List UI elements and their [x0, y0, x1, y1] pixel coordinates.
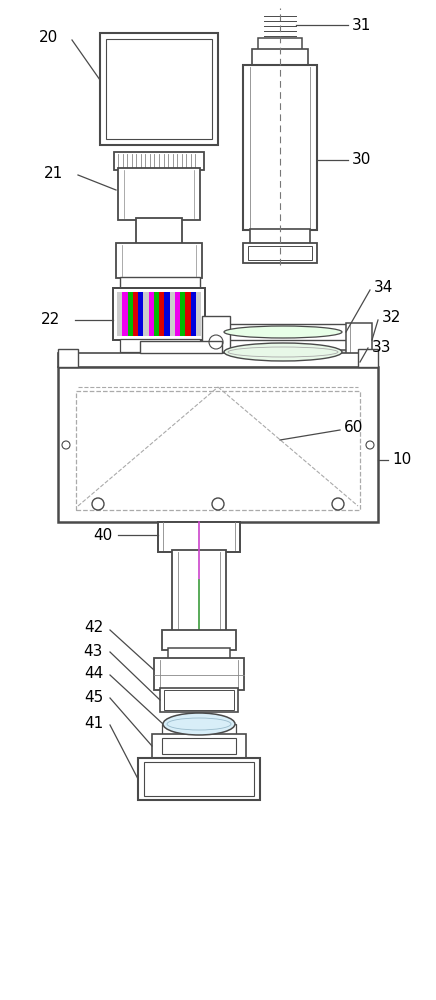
Bar: [154, 658, 244, 690]
Bar: [248, 246, 312, 260]
Bar: [159, 292, 164, 336]
Bar: [218, 324, 348, 340]
Ellipse shape: [224, 343, 342, 361]
Bar: [196, 292, 201, 336]
Bar: [136, 218, 182, 245]
Text: 20: 20: [39, 30, 58, 45]
Bar: [116, 243, 202, 278]
Bar: [143, 292, 149, 336]
Bar: [202, 316, 230, 352]
Text: 42: 42: [84, 620, 103, 636]
Text: 22: 22: [41, 312, 60, 328]
Bar: [120, 277, 200, 290]
Bar: [58, 349, 78, 367]
Ellipse shape: [224, 326, 342, 338]
Bar: [243, 243, 317, 263]
Text: 21: 21: [44, 166, 63, 182]
Bar: [175, 292, 180, 336]
Bar: [200, 350, 360, 368]
Bar: [180, 292, 185, 336]
Bar: [140, 341, 222, 353]
Bar: [162, 630, 236, 650]
Ellipse shape: [163, 713, 235, 735]
Bar: [138, 292, 143, 336]
Text: 43: 43: [84, 644, 103, 658]
Text: 41: 41: [84, 716, 103, 732]
Bar: [100, 33, 218, 145]
Bar: [185, 292, 191, 336]
Bar: [164, 690, 234, 710]
Bar: [191, 292, 196, 336]
Bar: [170, 292, 175, 336]
Bar: [120, 339, 200, 352]
Bar: [205, 353, 355, 365]
Bar: [346, 323, 372, 365]
Text: 32: 32: [382, 310, 402, 326]
Bar: [154, 292, 159, 336]
Text: 34: 34: [374, 280, 393, 296]
Bar: [172, 550, 226, 632]
Bar: [127, 292, 133, 336]
Text: 40: 40: [93, 528, 112, 542]
Bar: [58, 367, 378, 522]
Text: 33: 33: [372, 340, 392, 355]
Bar: [118, 168, 200, 220]
Bar: [76, 391, 360, 510]
Bar: [258, 38, 302, 50]
Bar: [114, 152, 204, 170]
Bar: [358, 349, 378, 367]
Text: 31: 31: [352, 17, 371, 32]
Bar: [58, 353, 378, 367]
Bar: [243, 65, 317, 230]
Bar: [113, 288, 205, 340]
Bar: [160, 688, 238, 712]
Text: 30: 30: [352, 152, 371, 167]
Bar: [158, 522, 240, 552]
Bar: [149, 292, 154, 336]
Text: 44: 44: [84, 666, 103, 682]
Bar: [162, 724, 236, 736]
Bar: [252, 49, 308, 65]
Text: 60: 60: [344, 420, 363, 436]
Text: 10: 10: [392, 452, 411, 468]
Bar: [164, 292, 170, 336]
Bar: [144, 762, 254, 796]
Bar: [138, 758, 260, 800]
Text: 45: 45: [84, 690, 103, 704]
Bar: [113, 288, 205, 340]
Bar: [117, 292, 122, 336]
Bar: [168, 648, 230, 660]
Bar: [250, 229, 310, 244]
Bar: [152, 734, 246, 758]
Bar: [122, 292, 127, 336]
Bar: [106, 39, 212, 139]
Bar: [162, 738, 236, 754]
Bar: [133, 292, 138, 336]
